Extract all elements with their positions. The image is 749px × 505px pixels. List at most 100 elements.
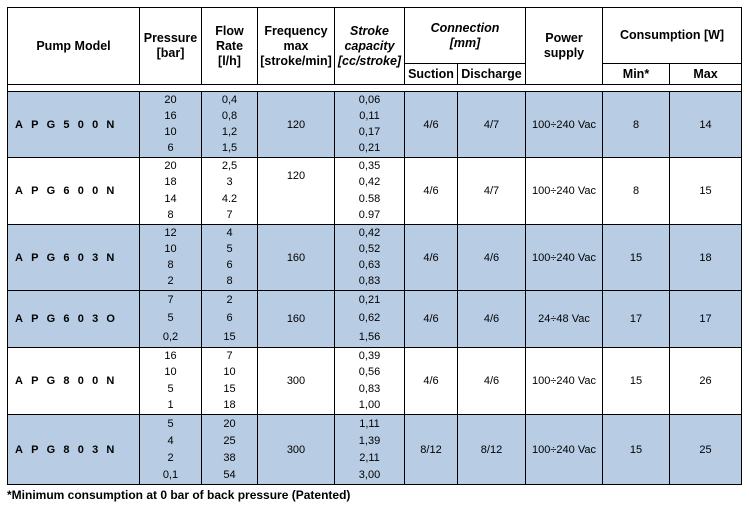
stroke-capacity-cell-value: 1,00	[358, 398, 381, 411]
frequency-cell: 120	[257, 157, 335, 225]
discharge-cell: 4/7	[457, 157, 526, 225]
pressure-cell: 5 4 2 0,1	[139, 414, 202, 485]
flow-rate-cell-value: 54	[223, 468, 236, 481]
stroke-capacity-cell: 0,21 0,62 1,56	[334, 290, 405, 348]
header-power-text: Power supply	[543, 31, 585, 60]
flow-rate-cell-stack: 4 5 6 8	[202, 226, 257, 290]
flow-rate-cell: 7 10 15 18	[201, 347, 258, 415]
table-row: APG600N 20 18 14 8 2,5 3 4.2 7 120 0,35 0,42 0.58 0.9…	[7, 157, 743, 225]
flow-rate-cell-value: 25	[223, 434, 236, 447]
flow-rate-cell-value: 0,4	[221, 94, 238, 106]
stroke-capacity-cell-value: 0.58	[358, 192, 381, 205]
flow-rate-cell-value: 20	[223, 417, 236, 430]
pressure-cell-value: 10	[164, 243, 177, 255]
pressure-cell-value: 5	[167, 382, 174, 395]
discharge-cell: 4/6	[457, 224, 526, 291]
stroke-capacity-cell-stack: 0,06 0,11 0,17 0,21	[335, 93, 404, 157]
frequency-cell: 120	[257, 91, 335, 158]
consumption-max-cell: 25	[668, 414, 743, 485]
pressure-cell-stack: 20 18 14 8	[140, 159, 201, 224]
pressure-cell-value: 18	[164, 176, 177, 189]
header-consumption: Consumption [W]	[601, 7, 743, 64]
stroke-capacity-cell-value: 0,35	[358, 160, 381, 173]
table-row: APG800N 16 10 5 1 7 10 15 18 300 0,39 0,56 0,83 1,00 4…	[7, 347, 743, 415]
stroke-capacity-cell-value: 2,11	[359, 451, 380, 464]
spec-table-body: APG500N 20 16 10 6 0,4 0,8 1,2 1,5 120 0,06 0,11 0,1…	[6, 84, 743, 485]
flow-rate-cell: 2 6 15	[201, 290, 258, 348]
header-pressure: Pressure [bar]	[139, 7, 202, 85]
pressure-cell-value: 5	[167, 417, 174, 430]
header-frequency: Frequency max [stroke/min]	[257, 7, 335, 85]
header-frequency-text: Frequency max [stroke/min]	[260, 23, 332, 68]
flow-rate-cell-value: 3	[226, 176, 233, 189]
spec-table-container: Pump Model Pressure [bar] Flow Rate [l/h] F…	[6, 7, 743, 485]
stroke-capacity-cell-stack: 0,35 0,42 0.58 0.97	[335, 159, 404, 224]
flow-rate-cell-stack: 2 6 15	[202, 292, 257, 347]
pressure-cell: 7 5 0,2	[139, 290, 202, 348]
header-pressure-text: Pressure [bar]	[143, 31, 198, 60]
pressure-cell-value: 20	[164, 160, 177, 173]
pressure-cell-value: 7	[167, 294, 174, 307]
header-max: Max	[668, 63, 743, 85]
pressure-cell-value: 5	[167, 312, 174, 325]
suction-cell: 4/6	[404, 224, 458, 291]
frequency-cell: 300	[257, 414, 335, 485]
header-suction: Suction	[404, 63, 458, 85]
pressure-cell-value: 4	[167, 434, 174, 447]
flow-rate-cell-stack: 2,5 3 4.2 7	[202, 159, 257, 224]
flow-rate-cell-value: 5	[226, 243, 233, 255]
flow-rate-cell: 20 25 38 54	[201, 414, 258, 485]
stroke-capacity-cell-value: 0,63	[358, 259, 381, 271]
pressure-cell-value: 16	[164, 350, 177, 363]
discharge-cell: 8/12	[457, 414, 526, 485]
frequency-cell: 160	[257, 290, 335, 348]
pressure-cell-stack: 7 5 0,2	[140, 292, 201, 347]
stroke-capacity-cell-value: 0,56	[358, 366, 381, 379]
table-row: APG803N 5 4 2 0,1 20 25 38 54 300 1,11 1,39 2,11 3,00…	[7, 414, 743, 485]
table-row: APG603O 7 5 0,2 2 6 15 160 0,21 0,62 1,56 4/6 4/6 24÷…	[7, 290, 743, 348]
pressure-cell-value: 16	[164, 110, 177, 122]
frequency-cell: 300	[257, 347, 335, 415]
stroke-capacity-cell-value: 0,42	[358, 227, 381, 239]
stroke-capacity-cell-value: 0,39	[358, 350, 381, 363]
spacer-cell	[6, 84, 743, 92]
pump-model-cell: APG803N	[7, 414, 140, 485]
pressure-cell-value: 12	[164, 227, 177, 239]
flow-rate-cell-stack: 20 25 38 54	[202, 416, 257, 484]
discharge-cell: 4/7	[457, 91, 526, 158]
header-connection-text: Connection [mm]	[430, 20, 500, 50]
pressure-cell-stack: 20 16 10 6	[140, 93, 201, 157]
flow-rate-cell-value: 2	[226, 294, 233, 307]
table-row: APG500N 20 16 10 6 0,4 0,8 1,2 1,5 120 0,06 0,11 0,1…	[7, 91, 743, 158]
stroke-capacity-cell-value: 0,83	[358, 382, 381, 395]
consumption-max-cell: 18	[668, 224, 743, 291]
stroke-capacity-cell: 0,35 0,42 0.58 0.97	[334, 157, 405, 225]
pressure-cell-value: 0,1	[162, 468, 179, 481]
header-stroke-capacity: Stroke capacity [cc/stroke]	[334, 7, 405, 85]
flow-rate-cell-value: 2,5	[221, 160, 238, 173]
pressure-cell-value: 10	[164, 126, 177, 138]
spacer-row	[6, 84, 743, 92]
pressure-cell-value: 6	[167, 142, 174, 154]
consumption-min-cell: 15	[602, 414, 670, 485]
flow-rate-cell-value: 6	[226, 312, 233, 325]
pump-model-cell: APG500N	[7, 91, 140, 158]
stroke-capacity-cell-value: 0,11	[359, 110, 380, 122]
stroke-capacity-cell: 0,42 0,52 0,63 0,83	[334, 224, 405, 291]
flow-rate-cell-value: 1,5	[221, 142, 238, 154]
pressure-cell-value: 8	[167, 259, 174, 271]
pressure-cell-value: 8	[167, 208, 174, 221]
table-row: APG603N 12 10 8 2 4 5 6 8 160 0,42 0,52 0,63 0,83 4/6 4…	[7, 224, 743, 291]
flow-rate-cell-value: 18	[223, 398, 236, 411]
discharge-cell: 4/6	[457, 290, 526, 348]
stroke-capacity-cell: 0,06 0,11 0,17 0,21	[334, 91, 405, 158]
pressure-cell-stack: 5 4 2 0,1	[140, 416, 201, 484]
power-supply-cell: 100÷240 Vac	[525, 347, 603, 415]
flow-rate-cell-stack: 7 10 15 18	[202, 349, 257, 414]
stroke-capacity-cell-stack: 0,21 0,62 1,56	[335, 292, 404, 347]
suction-cell: 4/6	[404, 347, 458, 415]
flow-rate-cell-value: 10	[223, 366, 236, 379]
suction-cell: 4/6	[404, 157, 458, 225]
footnote: *Minimum consumption at 0 bar of back pr…	[7, 488, 351, 502]
flow-rate-cell-value: 6	[226, 259, 233, 271]
